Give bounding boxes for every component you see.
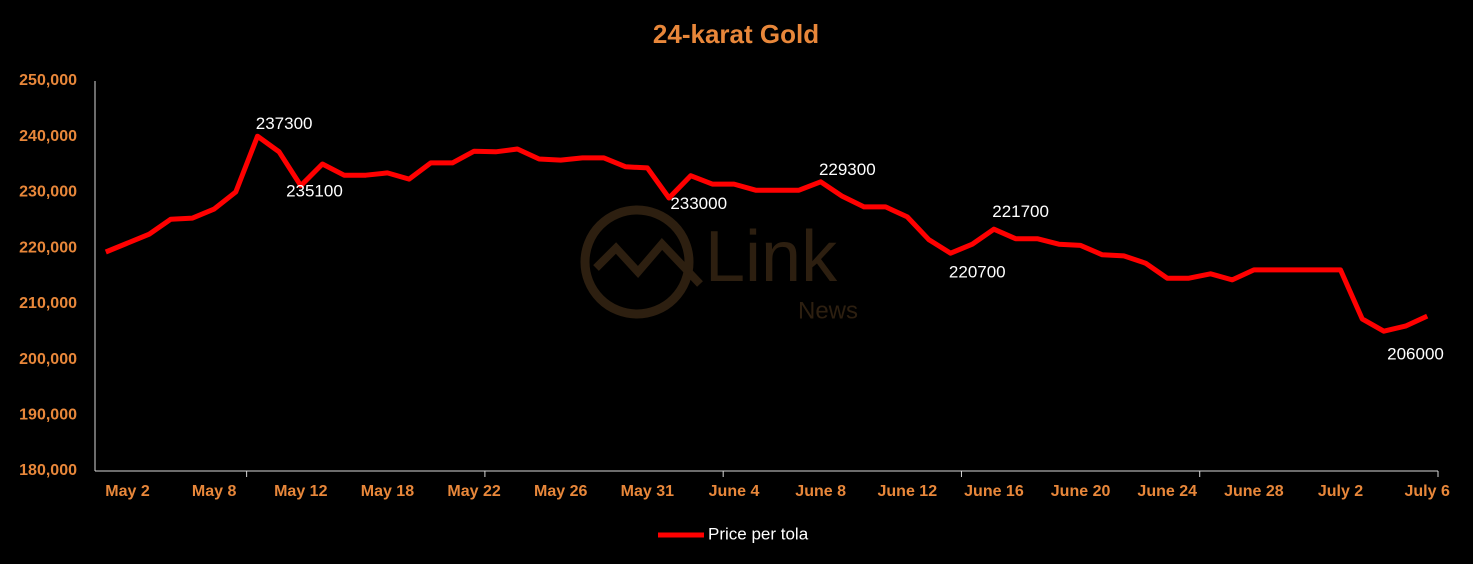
y-tick-label: 240,000 (19, 128, 77, 145)
x-tick-label: June 4 (709, 483, 760, 500)
data-label: 220700 (949, 263, 1006, 282)
watermark-logo (580, 205, 694, 319)
y-tick-label: 180,000 (19, 462, 77, 479)
data-label: 206000 (1387, 345, 1444, 364)
x-tick-label: July 2 (1318, 483, 1363, 500)
x-tick-label: May 18 (361, 483, 414, 500)
y-tick-label: 190,000 (19, 407, 77, 424)
watermark-logo (593, 238, 703, 287)
x-tick-label: May 22 (447, 483, 500, 500)
x-tick-label: June 8 (795, 483, 846, 500)
x-tick-label: June 16 (964, 483, 1024, 500)
y-tick-label: 230,000 (19, 184, 77, 201)
x-tick-label: June 24 (1137, 483, 1197, 500)
x-tick-label: May 8 (192, 483, 237, 500)
watermark: Link News (580, 205, 858, 324)
y-tick-label: 200,000 (19, 351, 77, 368)
x-tick-label: June 20 (1051, 483, 1111, 500)
x-tick-label: July 6 (1404, 483, 1449, 500)
x-tick-label: June 28 (1224, 483, 1284, 500)
watermark-text: Link (705, 217, 838, 297)
y-tick-label: 250,000 (19, 72, 77, 89)
chart-title: 24-karat Gold (653, 19, 819, 49)
y-tick-label: 210,000 (19, 295, 77, 312)
x-tick-label: May 31 (621, 483, 674, 500)
data-label: 237300 (256, 114, 313, 133)
x-tick-label: May 12 (274, 483, 327, 500)
data-label: 235100 (286, 181, 343, 200)
data-label: 233000 (670, 194, 727, 213)
line-series (104, 133, 1429, 334)
y-tick-label: 220,000 (19, 239, 77, 256)
watermark-text: News (798, 297, 858, 324)
x-tick-label: June 12 (878, 483, 938, 500)
data-label: 221700 (992, 202, 1049, 221)
data-label: 229300 (819, 160, 876, 179)
x-tick-label: May 2 (105, 483, 150, 500)
x-tick-label: May 26 (534, 483, 587, 500)
legend-label: Price per tola (708, 524, 809, 543)
